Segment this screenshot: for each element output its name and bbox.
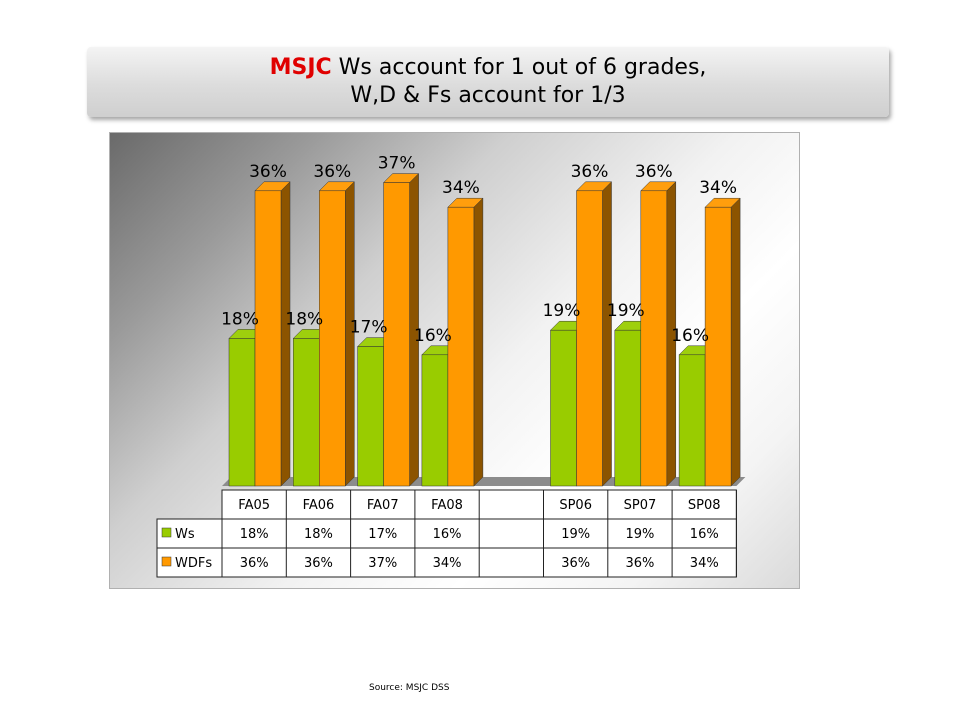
table-cell-wdfs-SP08: 34% [690,556,719,571]
tick-label-FA05: FA05 [238,498,270,513]
table-cell-wdfs-FA05: 36% [240,556,269,571]
bar-wdfs-FA06 [318,181,355,487]
bar-wdfs-FA08-front [447,206,475,487]
table-cell-ws-FA05: 18% [240,527,269,542]
tick-label-FA06: FA06 [303,498,335,513]
bar-wdfs-FA08-side [473,197,484,487]
bar-wdfs-SP08-side [730,197,741,487]
table-cell-wdfs-SP07: 36% [625,556,654,571]
bar-ws-SP06-front [550,329,577,487]
data-label-wdfs-FA08: 34% [442,178,480,198]
data-label-ws-FA07: 17% [350,318,388,338]
table-cell-ws-FA08: 16% [433,527,462,542]
bar-ws-FA08-front [421,354,449,487]
data-label-wdfs-FA07: 37% [378,154,416,174]
bar-ws-FA07-front [357,346,384,487]
table-cell-wdfs-FA08: 34% [433,556,462,571]
tick-label-FA07: FA07 [367,498,399,513]
data-label-ws-FA06: 18% [285,309,323,329]
table-cell-ws-FA06: 18% [304,527,333,542]
bar-ws-SP08-front [678,354,706,487]
data-table: FA05 18% 36% FA06 18% 36% FA07 17% 37% FA08 16% 34%… [156,489,737,578]
data-label-wdfs-FA06: 36% [313,162,351,182]
data-label-ws-FA08: 16% [414,326,452,346]
bar-wdfs-FA05-side [280,181,291,487]
bar-wdfs-SP06-side [602,181,612,487]
bar-wdfs-SP06-front [576,190,603,487]
slide-title: MSJC Ws account for 1 out of 6 grades, W… [87,47,889,117]
table-cell-ws-SP06: 19% [561,527,590,542]
tick-label-SP08: SP08 [688,498,721,513]
bar-wdfs-FA07 [382,172,420,487]
bar-wdfs-FA05 [254,181,291,487]
title-line-1: MSJC Ws account for 1 out of 6 grades, [87,54,889,82]
legend-label-wdfs: WDFs [175,556,212,571]
bar-ws-FA06-front [293,338,320,487]
tick-label-SP06: SP06 [559,498,592,513]
source-note: Source: MSJC DSS [369,683,450,693]
data-label-ws-SP08: 16% [671,326,709,346]
bar-wdfs-FA06-front [319,190,346,487]
title-line-2: W,D & Fs account for 1/3 [350,83,626,108]
table-cell-ws-SP07: 19% [625,527,654,542]
data-label-wdfs-FA05: 36% [249,162,287,182]
title-line-1-text: Ws account for 1 out of 6 grades, [331,55,707,80]
data-label-wdfs-SP08: 34% [699,178,737,198]
legend-label-ws: Ws [175,527,195,542]
data-label-wdfs-SP06: 36% [571,162,609,182]
bar-wdfs-FA05-front [254,190,282,487]
data-label-ws-SP07: 19% [607,301,645,321]
tick-label-SP07: SP07 [624,498,657,513]
bar-ws-FA05-front [228,338,256,487]
bar-wdfs-SP08 [704,197,741,487]
bar-wdfs-FA08 [447,197,484,487]
bar-wdfs-SP06 [575,181,613,487]
legend-key-ws [161,527,172,538]
table-cell-wdfs-FA06: 36% [304,556,333,571]
bar-wdfs-SP07 [640,181,677,487]
tick-label-FA08: FA08 [431,498,463,513]
table-cell-ws-SP08: 16% [690,527,719,542]
bar-wdfs-FA07-front [383,182,410,487]
bar-wdfs-SP08-front [704,206,732,487]
table-cell-wdfs-SP06: 36% [561,556,590,571]
bar-wdfs-SP07-front [640,190,668,487]
data-label-ws-SP06: 19% [543,301,581,321]
bar-ws-SP07-front [614,329,642,487]
title-brand: MSJC [269,55,332,80]
table-cell-wdfs-FA07: 37% [368,556,397,571]
table-cell-ws-FA07: 17% [368,527,397,542]
legend-key-wdfs [161,556,172,567]
data-label-wdfs-SP07: 36% [635,162,673,182]
data-label-ws-FA05: 18% [221,309,259,329]
